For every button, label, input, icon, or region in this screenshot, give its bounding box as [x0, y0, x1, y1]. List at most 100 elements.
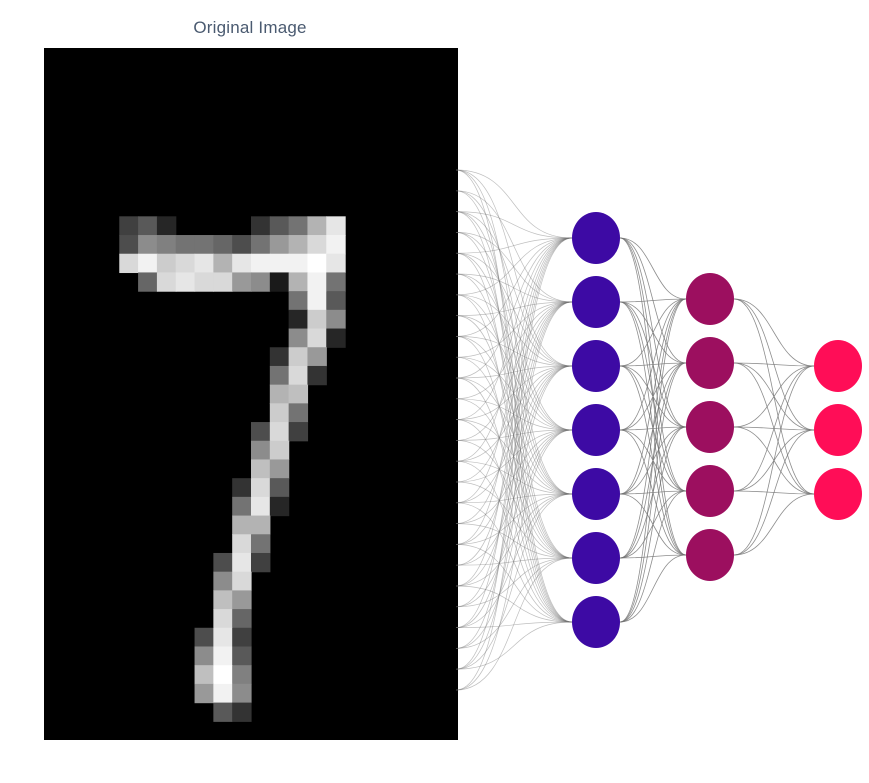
input-edge — [455, 365, 573, 545]
input-edge — [455, 557, 573, 691]
input-edge — [455, 523, 573, 559]
connection-edge — [619, 554, 687, 623]
input-edge — [455, 237, 573, 379]
input-edge — [455, 232, 573, 303]
image-pixel — [232, 552, 252, 573]
input-edge — [455, 365, 573, 670]
image-pixel — [213, 235, 233, 255]
connection-edge — [619, 298, 687, 367]
image-pixel — [194, 627, 214, 648]
input-edge — [455, 273, 573, 431]
image-pixel — [138, 235, 158, 255]
image-pixel — [251, 272, 271, 292]
connection-edge — [619, 298, 687, 559]
input-edge — [455, 237, 573, 254]
input-edge — [455, 429, 573, 608]
input-edge — [455, 544, 573, 623]
input-edge — [455, 315, 573, 559]
image-pixel — [269, 422, 290, 442]
input-edge — [455, 356, 573, 431]
input-edge — [455, 252, 573, 367]
image-pixel — [326, 272, 346, 292]
image-pixel — [251, 422, 271, 442]
neuron-layer2-5 — [686, 529, 734, 581]
image-pixel — [175, 235, 196, 255]
input-edge — [455, 301, 573, 649]
input-edge — [455, 585, 573, 623]
image-pixel — [194, 235, 214, 255]
image-pixel — [288, 365, 309, 386]
image-pixel — [326, 216, 346, 236]
input-edge — [455, 301, 573, 316]
image-pixel — [138, 272, 158, 292]
network-edges — [455, 169, 815, 691]
input-edge — [455, 315, 573, 431]
image-pixel — [251, 235, 271, 255]
image-pixel — [326, 253, 346, 274]
input-edge — [455, 429, 573, 524]
image-pixel — [307, 272, 327, 292]
input-edge — [455, 169, 573, 367]
image-pixel — [251, 496, 271, 517]
input-edge — [455, 493, 573, 587]
image-pixel — [232, 253, 252, 274]
image-pixel — [232, 665, 252, 685]
image-pixel — [326, 291, 346, 311]
input-edge — [455, 419, 573, 495]
connection-edge — [733, 493, 815, 556]
image-pixel — [232, 627, 252, 648]
input-edge — [455, 273, 573, 559]
image-pixel — [288, 328, 309, 348]
connection-edge — [619, 298, 687, 623]
image-pixel — [213, 571, 233, 591]
image-pixel — [288, 291, 309, 311]
input-edge — [455, 429, 573, 483]
input-edge — [455, 365, 573, 462]
input-edge — [455, 237, 573, 462]
neuron-layer2-4 — [686, 465, 734, 517]
neuron-layer2-2 — [686, 337, 734, 389]
image-pixel — [251, 216, 271, 236]
input-edge — [455, 429, 573, 441]
image-pixel — [269, 496, 290, 517]
image-pixel — [232, 515, 252, 535]
input-edge — [455, 336, 573, 623]
image-pixel — [288, 272, 309, 292]
image-pixel — [194, 683, 214, 704]
input-edge — [455, 377, 573, 495]
connection-edge — [733, 429, 815, 556]
image-pixel — [232, 571, 252, 591]
connection-edge — [619, 426, 687, 623]
image-pixel — [232, 646, 252, 666]
input-edge — [455, 365, 573, 420]
connection-edge — [619, 298, 687, 431]
input-edge — [455, 301, 573, 524]
connection-edge — [733, 362, 815, 367]
input-edge — [455, 301, 573, 400]
input-edge — [455, 237, 573, 587]
image-pixel — [269, 235, 290, 255]
image-pixel — [307, 309, 327, 330]
neuron-layer1-5 — [572, 468, 620, 520]
input-edge — [455, 365, 573, 587]
image-pixel — [251, 253, 271, 274]
input-edge — [455, 169, 573, 239]
input-edge — [455, 252, 573, 495]
input-edge — [455, 493, 573, 670]
image-pixel — [213, 552, 233, 573]
neuron-layer1-1 — [572, 212, 620, 264]
image-pixel — [213, 609, 233, 629]
image-pixel — [213, 683, 233, 704]
input-edge — [455, 481, 573, 559]
input-edge — [455, 440, 573, 559]
image-pixel — [307, 216, 327, 236]
image-pixel — [175, 253, 196, 274]
image-pixel — [232, 702, 252, 722]
image-pixel — [288, 403, 309, 423]
connection-edge — [619, 237, 687, 300]
image-pixel — [175, 272, 196, 292]
image-pixel — [269, 478, 290, 498]
input-edge — [455, 493, 573, 628]
connection-edge — [733, 365, 815, 556]
image-pixel — [269, 440, 290, 461]
